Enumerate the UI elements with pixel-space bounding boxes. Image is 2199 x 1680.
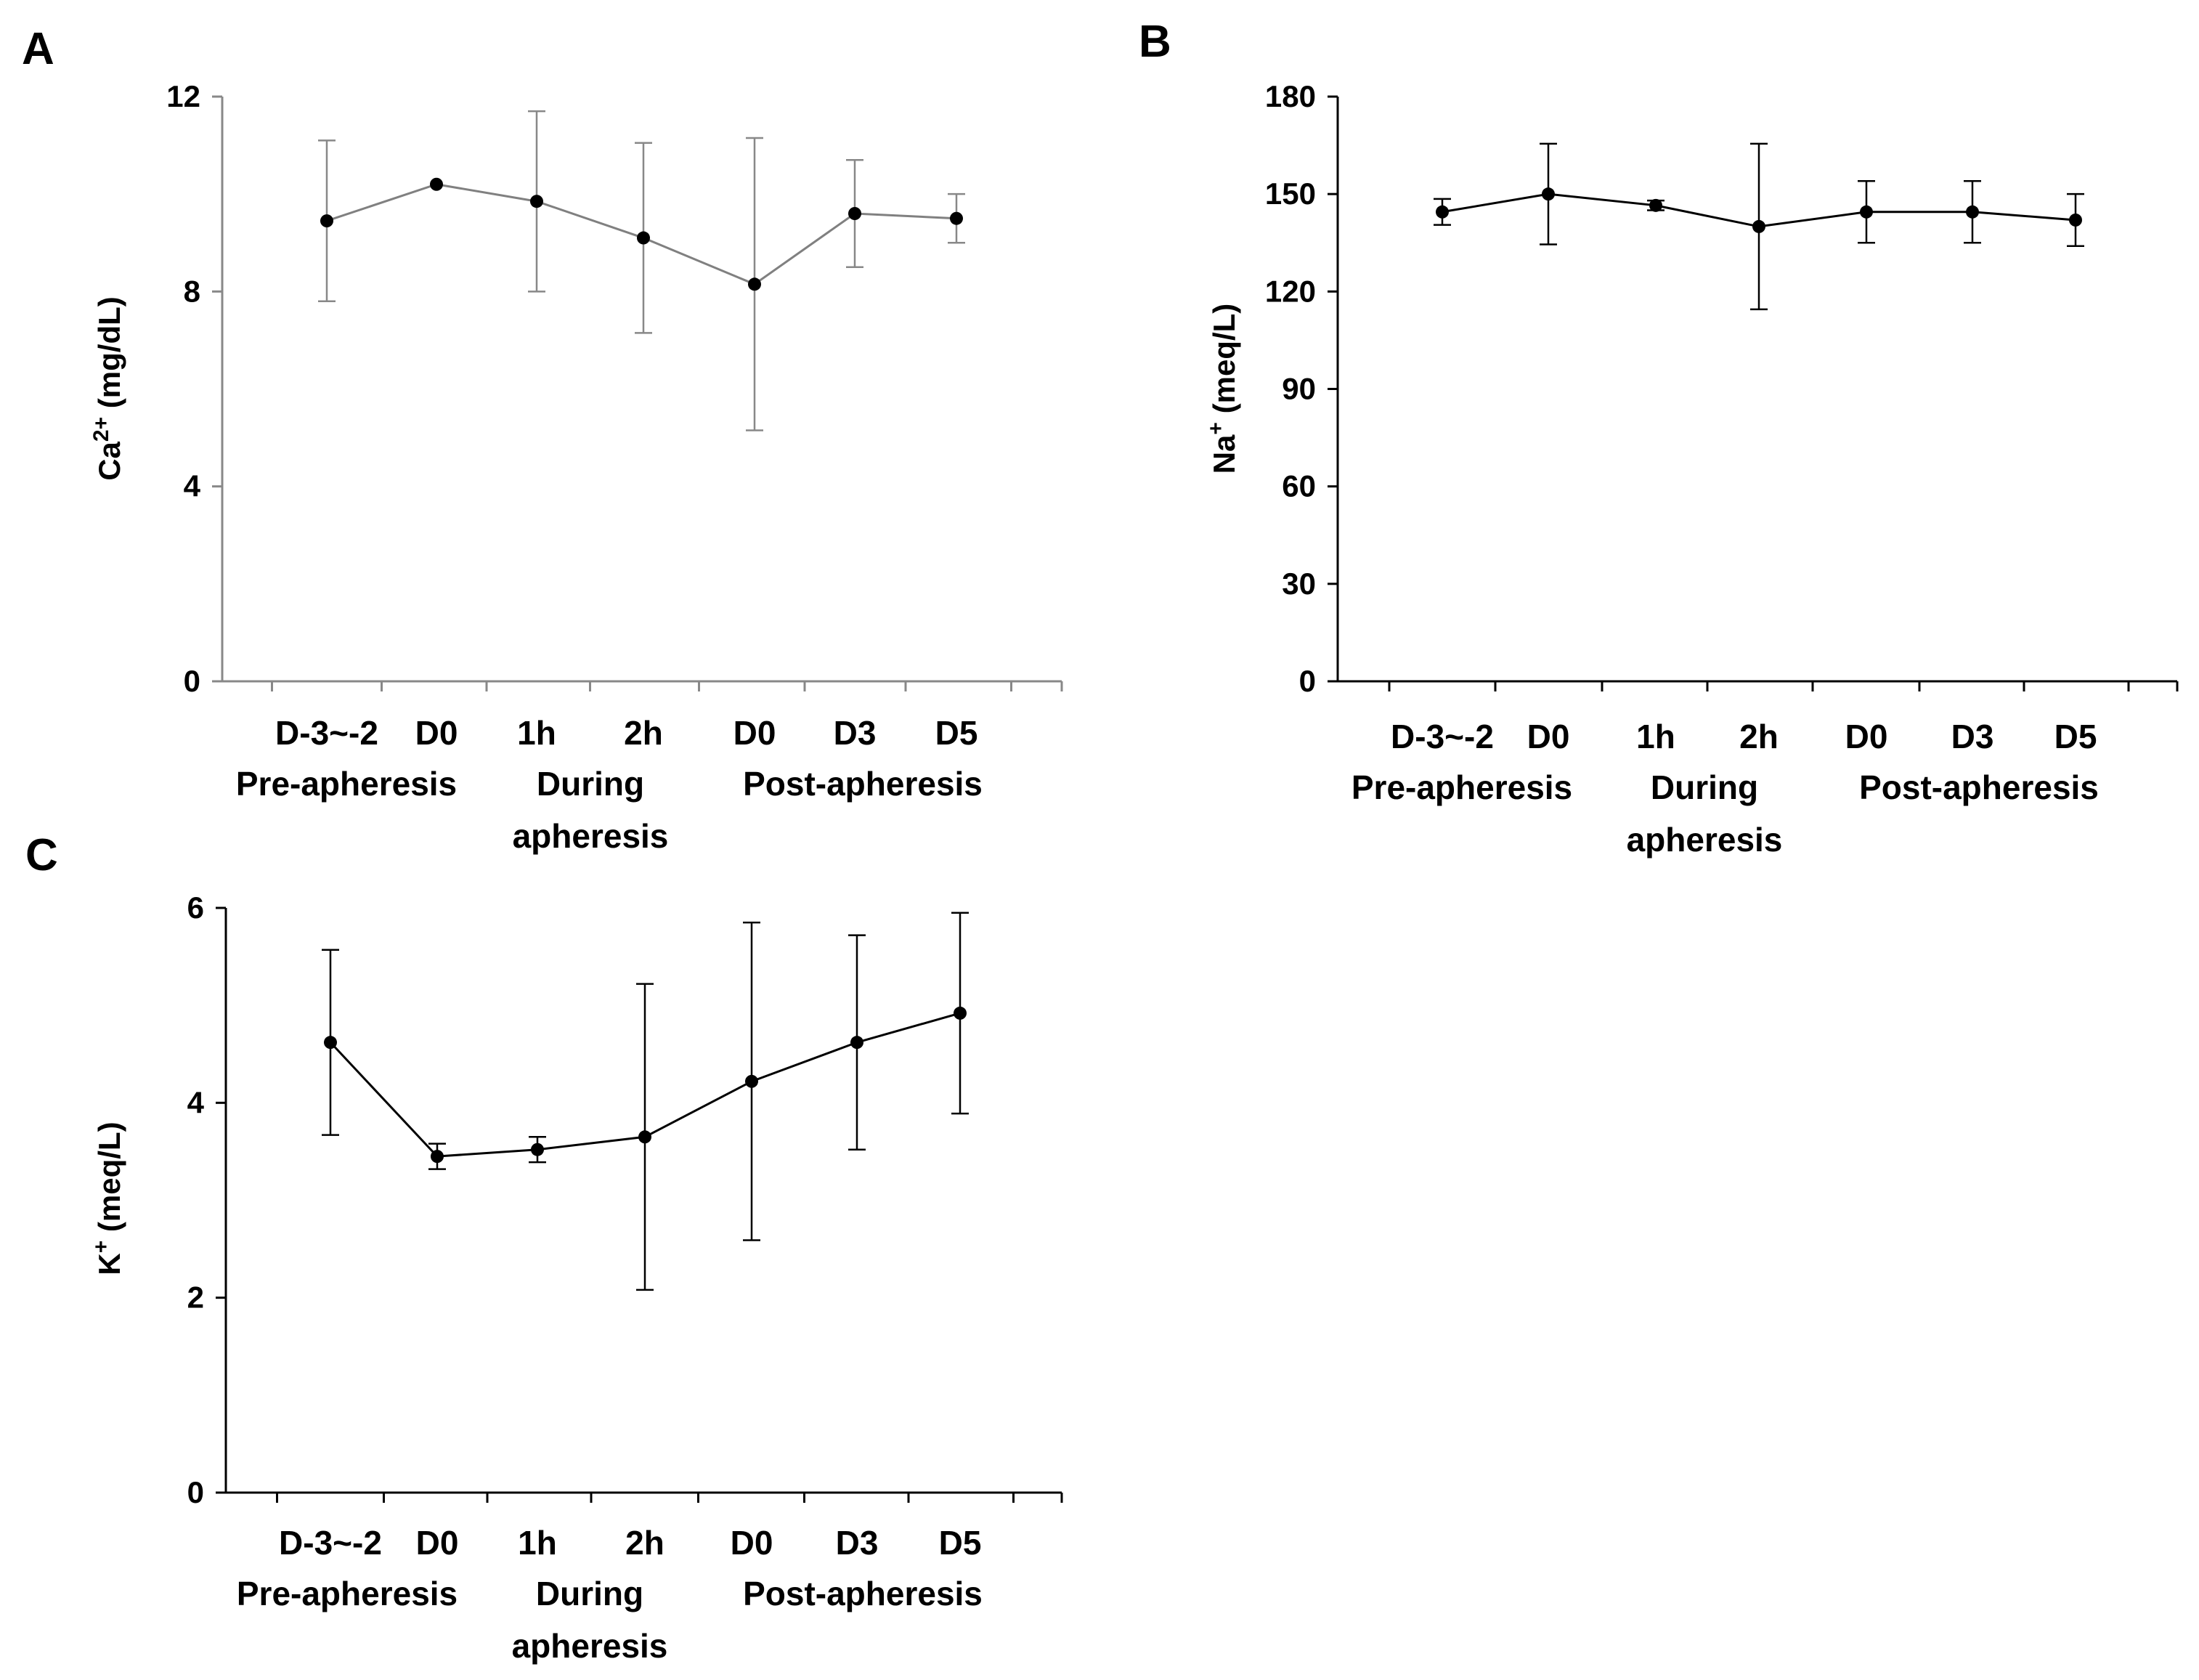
x-tick-label: 1h bbox=[1636, 718, 1675, 755]
data-point bbox=[1966, 205, 1979, 219]
data-point bbox=[2069, 213, 2082, 227]
x-tick-label: 2h bbox=[625, 1524, 664, 1562]
data-point bbox=[324, 1036, 337, 1050]
y-tick-label: 6 bbox=[187, 890, 204, 925]
x-tick-label: D3 bbox=[1951, 718, 1994, 755]
data-point bbox=[1436, 205, 1449, 219]
y-axis-label: Na+ (meq/L) bbox=[1204, 304, 1241, 474]
data-point bbox=[850, 1036, 863, 1050]
y-tick-label: 2 bbox=[187, 1281, 204, 1315]
x-tick-label: D0 bbox=[415, 714, 458, 752]
x-group-label: Post-apheresis bbox=[743, 1575, 983, 1612]
data-point bbox=[848, 207, 861, 220]
x-group-label: During bbox=[1651, 768, 1758, 806]
data-point bbox=[748, 277, 761, 291]
x-tick-label: D0 bbox=[416, 1524, 459, 1562]
data-point bbox=[1752, 219, 1765, 233]
data-point bbox=[954, 1006, 967, 1020]
x-tick-label: D0 bbox=[1527, 718, 1570, 755]
panel-label: A bbox=[22, 24, 54, 74]
chart-panel-a: A 0 4 8 12 D-3~-2 D0 1h 2h D0 D3 D5 Pre-apheresis Dur… bbox=[22, 24, 1063, 855]
data-point bbox=[638, 1130, 651, 1144]
panel-label: B bbox=[1139, 17, 1171, 67]
data-point bbox=[637, 231, 650, 245]
x-tick-label: D5 bbox=[935, 714, 978, 752]
y-tick-label: 180 bbox=[1265, 79, 1316, 113]
x-tick-label: D0 bbox=[733, 714, 776, 752]
y-tick-label: 4 bbox=[187, 1085, 205, 1119]
y-tick-label: 4 bbox=[184, 469, 201, 503]
y-axis-label: Ca2+ (mg/dL) bbox=[89, 296, 126, 481]
y-tick-label: 30 bbox=[1282, 567, 1316, 601]
x-group-label: apheresis bbox=[513, 817, 669, 855]
data-point bbox=[431, 1150, 444, 1164]
x-tick-label: D0 bbox=[1845, 718, 1888, 755]
x-group-label: apheresis bbox=[1627, 821, 1783, 859]
x-group-label: Post-apheresis bbox=[1859, 768, 2099, 806]
y-tick-label: 120 bbox=[1265, 274, 1316, 308]
x-tick-label: D3 bbox=[834, 714, 877, 752]
y-tick-label: 8 bbox=[184, 274, 200, 308]
x-tick-label: D3 bbox=[836, 1524, 879, 1562]
x-group-label: Pre-apheresis bbox=[1351, 768, 1572, 806]
data-point bbox=[950, 211, 963, 225]
x-group-label: apheresis bbox=[512, 1627, 668, 1665]
x-tick-label: 1h bbox=[517, 714, 556, 752]
data-point bbox=[1542, 187, 1555, 201]
y-tick-label: 12 bbox=[166, 79, 200, 113]
data-point bbox=[530, 195, 543, 208]
x-group-label: During bbox=[536, 1575, 643, 1612]
data-point bbox=[1860, 205, 1873, 219]
x-tick-label: D-3~-2 bbox=[275, 714, 378, 752]
data-point bbox=[320, 214, 333, 228]
x-tick-label: D5 bbox=[939, 1524, 982, 1562]
chart-panel-c: C 0 2 4 6 D-3~-2 D0 1h 2h D0 D3 D5 Pre-apheresis Duri… bbox=[25, 830, 1063, 1665]
y-tick-label: 90 bbox=[1282, 372, 1316, 406]
y-tick-label: 60 bbox=[1282, 469, 1316, 503]
x-group-label: During bbox=[537, 765, 644, 803]
data-point bbox=[430, 177, 443, 191]
x-group-label: Pre-apheresis bbox=[237, 1575, 458, 1612]
x-tick-label: D5 bbox=[2054, 718, 2097, 755]
x-group-label: Pre-apheresis bbox=[236, 765, 457, 803]
y-tick-label: 0 bbox=[187, 1475, 204, 1509]
y-axis-label: K+ (meq/L) bbox=[89, 1121, 126, 1275]
x-tick-label: 2h bbox=[1739, 718, 1779, 755]
data-point bbox=[1649, 198, 1662, 212]
y-tick-label: 0 bbox=[184, 664, 200, 698]
data-point bbox=[745, 1074, 758, 1088]
panel-label: C bbox=[25, 830, 58, 880]
data-point bbox=[531, 1143, 544, 1156]
x-tick-label: 1h bbox=[518, 1524, 557, 1562]
x-tick-label: D-3~-2 bbox=[279, 1524, 382, 1562]
x-group-label: Post-apheresis bbox=[743, 765, 983, 803]
x-tick-label: D-3~-2 bbox=[1391, 718, 1494, 755]
y-tick-label: 0 bbox=[1299, 664, 1316, 698]
x-tick-label: D0 bbox=[731, 1524, 773, 1562]
chart-panel-b: B 0 30 60 90 120 150 180 D-3~-2 D0 1h 2h D0 D3 D5 Pre-a… bbox=[1139, 17, 2179, 859]
y-tick-label: 150 bbox=[1265, 176, 1316, 211]
x-tick-label: 2h bbox=[624, 714, 663, 752]
